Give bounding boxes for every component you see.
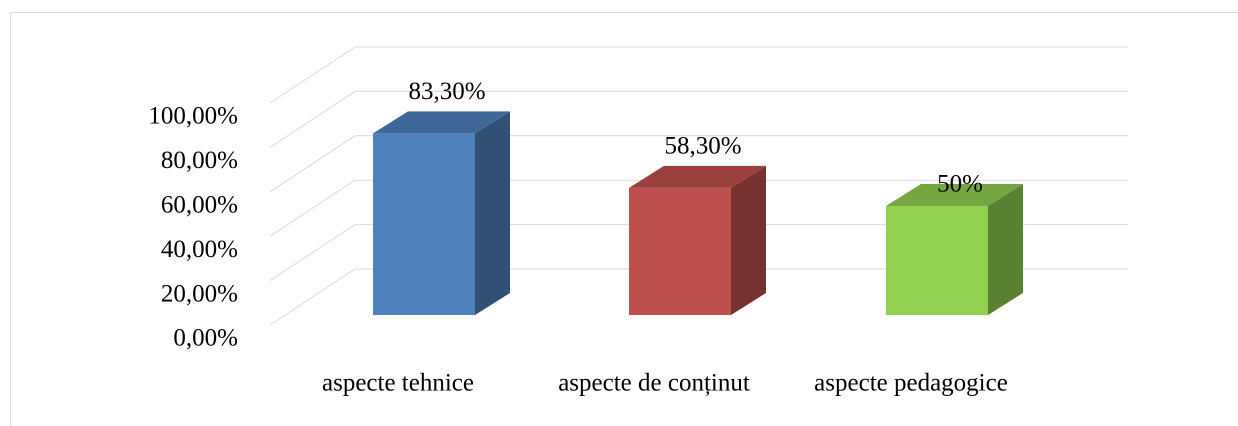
bar-top bbox=[629, 165, 766, 188]
y-tick-label: 60,00% bbox=[161, 192, 238, 219]
y-tick-label: 0,00% bbox=[173, 325, 238, 352]
bar-front bbox=[629, 187, 731, 315]
bar-front bbox=[373, 133, 475, 315]
grid-line bbox=[269, 135, 1128, 193]
value-label: 58,30% bbox=[664, 133, 741, 160]
value-label: 50% bbox=[937, 171, 983, 198]
y-tick-label: 80,00% bbox=[161, 147, 238, 174]
x-tick-label: aspecte tehnice bbox=[322, 370, 474, 397]
bar-top bbox=[886, 184, 1023, 206]
bar-side bbox=[475, 111, 510, 315]
grid-line bbox=[269, 268, 1128, 326]
bar-side bbox=[731, 165, 766, 315]
grid-line bbox=[269, 46, 1128, 104]
grid-line bbox=[269, 224, 1128, 282]
grid-line bbox=[269, 179, 1128, 237]
y-tick-label: 100,00% bbox=[148, 103, 238, 130]
bar-side bbox=[988, 184, 1023, 315]
value-label: 83,30% bbox=[408, 78, 485, 105]
bar-top bbox=[373, 111, 510, 134]
chart-frame bbox=[10, 12, 1238, 426]
x-tick-label: aspecte de conținut bbox=[558, 370, 750, 397]
y-tick-label: 40,00% bbox=[161, 236, 238, 263]
grid-line bbox=[269, 90, 1128, 148]
y-tick-label: 20,00% bbox=[161, 280, 238, 307]
x-tick-label: aspecte pedagogice bbox=[814, 370, 1008, 397]
bar-front bbox=[886, 206, 988, 315]
